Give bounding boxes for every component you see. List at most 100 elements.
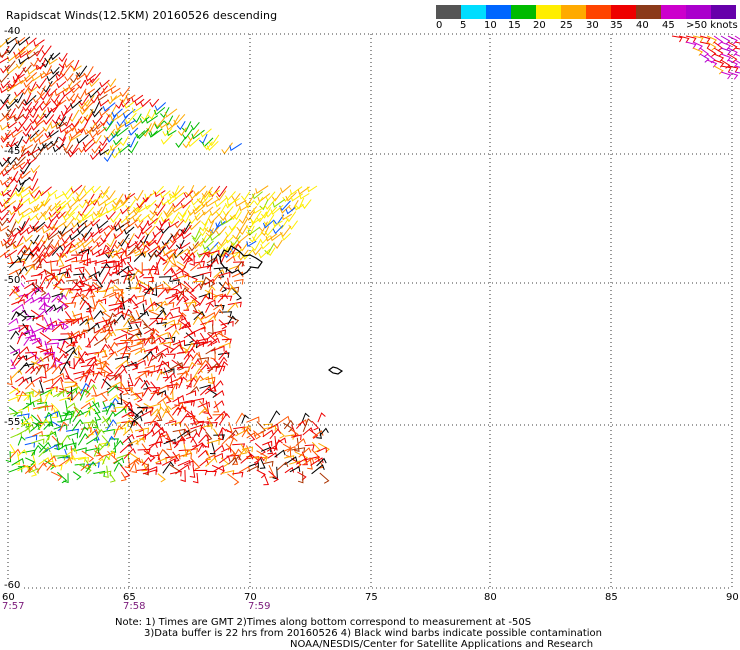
wind-barb (178, 376, 188, 389)
wind-barb (5, 114, 17, 122)
wind-barb (154, 102, 167, 112)
wind-barb (18, 226, 30, 236)
wind-barb (64, 448, 78, 458)
wind-barb (133, 189, 144, 202)
wind-barb (17, 362, 30, 373)
wind-barb (105, 211, 116, 221)
wind-barb (12, 161, 26, 171)
wind-barb (8, 407, 19, 417)
wind-barb (64, 302, 77, 308)
wind-barb (114, 355, 129, 362)
wind-barb (125, 94, 136, 102)
wind-barb (199, 271, 212, 278)
wind-barb (43, 405, 54, 411)
wind-barb (105, 279, 116, 292)
wind-barb (16, 413, 30, 419)
wind-barb (206, 140, 219, 151)
wind-barb (77, 232, 88, 243)
wind-barb (246, 432, 257, 439)
wind-barb (30, 286, 42, 297)
wind-barb (27, 143, 38, 156)
wind-barb (77, 351, 86, 364)
wind-barb (72, 280, 82, 292)
wind-barb (23, 79, 34, 88)
wind-barb (42, 109, 53, 119)
wind-barb (200, 276, 211, 291)
wind-barb (116, 374, 122, 390)
wind-barb (197, 351, 203, 365)
wind-barb (144, 420, 156, 427)
wind-barb (78, 199, 88, 209)
wind-barb (37, 404, 49, 411)
colorbar-label: 5 (460, 20, 467, 31)
wind-barb (120, 471, 127, 482)
wind-barb (40, 204, 52, 218)
wind-barb (34, 225, 45, 233)
wind-barb (190, 197, 201, 206)
wind-barb (727, 47, 738, 57)
wind-barb (124, 380, 131, 392)
wind-barb (113, 239, 125, 250)
wind-barb (268, 464, 276, 478)
wind-barb (186, 377, 198, 390)
wind-barb (213, 444, 225, 453)
wind-barb (71, 419, 84, 432)
wind-barb (217, 332, 230, 343)
wind-barb (71, 407, 81, 418)
wind-barb (168, 211, 180, 225)
wind-barb (99, 440, 111, 451)
wind-barb (298, 447, 312, 458)
colorbar-swatch (686, 5, 711, 19)
wind-barb (79, 318, 89, 326)
wind-barb (727, 41, 738, 51)
wind-barb (205, 198, 219, 208)
wind-barb (85, 461, 97, 473)
wind-barb (154, 116, 166, 128)
wind-barb (120, 298, 132, 306)
wind-barb (185, 299, 197, 311)
wind-barb (134, 299, 147, 306)
wind-barb (9, 345, 19, 356)
wind-barb (139, 220, 150, 231)
wind-barb (155, 302, 165, 313)
wind-barb (70, 72, 81, 84)
wind-barb (38, 442, 49, 454)
wind-barb (27, 101, 39, 114)
wind-barb (101, 435, 111, 447)
wind-barb (85, 447, 100, 454)
wind-barb (37, 269, 47, 276)
wind-barb (148, 130, 158, 138)
wind-barb (109, 247, 123, 259)
wind-barb (199, 359, 209, 369)
wind-barb (8, 326, 21, 333)
wind-barb (43, 214, 54, 221)
wind-barb (233, 211, 242, 221)
wind-barb (78, 142, 90, 153)
wind-barb (296, 420, 306, 430)
wind-barb (59, 387, 72, 398)
wind-barb (180, 198, 193, 209)
wind-barb (67, 288, 83, 295)
wind-barb (1, 189, 12, 197)
wind-barb (134, 250, 146, 257)
wind-barb (113, 457, 125, 465)
wind-barb (197, 309, 207, 320)
wind-barb (148, 297, 154, 312)
wind-barb (0, 225, 10, 232)
wind-barb (63, 366, 71, 380)
wind-barb (198, 294, 210, 307)
wind-barb (158, 276, 172, 282)
wind-barb (129, 342, 144, 349)
wind-barb (85, 283, 97, 297)
wind-barb (50, 52, 61, 61)
wind-barb (62, 448, 69, 459)
wind-barb (183, 298, 190, 311)
wind-barb (17, 36, 31, 46)
wind-barb (31, 376, 43, 383)
wind-barb (122, 337, 133, 345)
wind-barb (140, 379, 150, 389)
wind-barb (96, 85, 108, 97)
wind-barb (9, 369, 23, 380)
wind-barb (24, 315, 35, 322)
wind-barb (134, 409, 145, 418)
